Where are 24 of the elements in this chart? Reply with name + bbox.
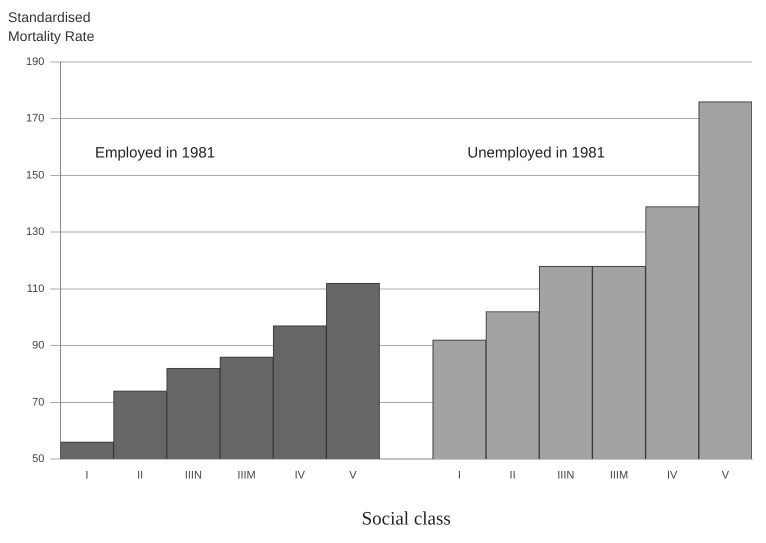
x-axis-title: Social class [362, 508, 451, 530]
x-tick-label: IIIN [184, 470, 202, 482]
y-tick-label: 130 [26, 226, 44, 238]
y-axis-title: Standardised Mortality Rate [8, 8, 94, 46]
y-tick-label: 90 [32, 340, 44, 352]
x-tick-label: IIIN [557, 470, 574, 482]
x-tick-label: I [458, 470, 461, 482]
y-tick-label: 110 [26, 282, 44, 295]
x-tick-label: IIIM [237, 470, 256, 482]
y-tick-label: 190 [26, 56, 44, 68]
x-tick-label: V [349, 470, 358, 482]
x-tick-label: IV [666, 470, 678, 482]
y-tick-label: 50 [32, 453, 44, 466]
x-tick-label: II [137, 470, 144, 482]
x-tick-label: IV [294, 470, 306, 482]
y-tick-label: 150 [26, 169, 44, 182]
x-tick-label: II [510, 470, 516, 482]
x-tick-label: IIIM [610, 470, 628, 482]
annotation: Employed in 1981 [94, 144, 216, 162]
x-tick-label: V [722, 470, 730, 482]
y-tick-label: 70 [32, 396, 44, 408]
y-tick-label: 170 [26, 112, 44, 125]
x-tick-label: I [85, 470, 88, 482]
annotation: Unemployed in 1981 [467, 144, 605, 162]
